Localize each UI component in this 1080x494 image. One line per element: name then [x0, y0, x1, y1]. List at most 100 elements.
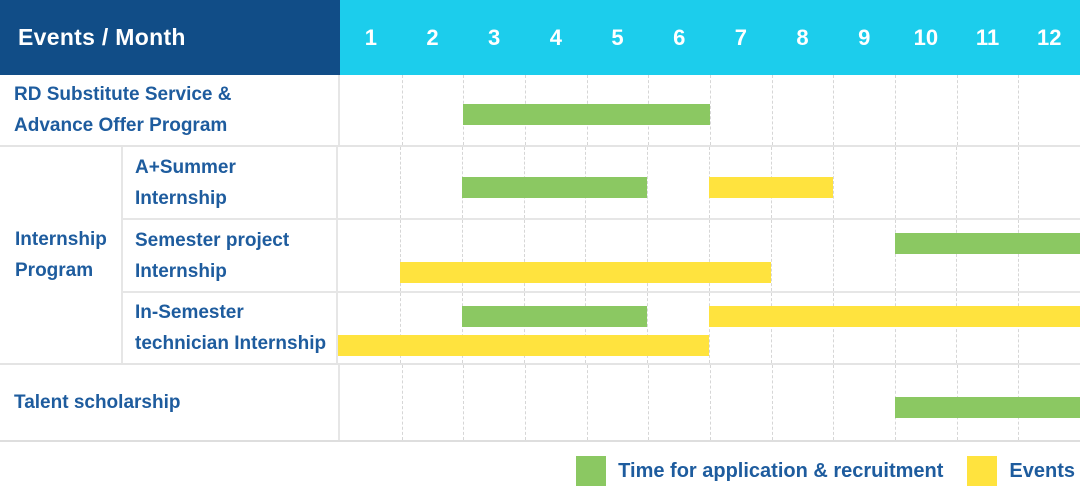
- row-label-talent-scholarship: Talent scholarship: [0, 365, 340, 440]
- month-gridline: [647, 147, 649, 218]
- month-gridline: [1018, 75, 1020, 145]
- month-gridline: [586, 365, 588, 440]
- month-gridline: [956, 147, 958, 218]
- gantt-bar-event: [709, 306, 1080, 327]
- month-gridline: [1018, 220, 1020, 291]
- row-label-line: technician Internship: [135, 333, 327, 354]
- table-row-in-semester-technician-internship: In-Semester technician Internship: [123, 293, 1080, 363]
- gantt-bar-event: [338, 335, 709, 356]
- chart-area-semester-project-internship: [338, 220, 1080, 291]
- month-gridline: [832, 220, 834, 291]
- month-gridline: [648, 365, 650, 440]
- month-gridline: [1018, 293, 1020, 363]
- row-label-line: In-Semester: [135, 302, 244, 323]
- month-gridline: [832, 293, 834, 363]
- month-gridline: [709, 293, 710, 363]
- month-gridline: [523, 220, 525, 291]
- chart-area-in-semester-technician-internship: [338, 293, 1080, 363]
- row-label-semester-project-internship: Semester project Internship: [123, 220, 338, 291]
- row-label-line: Talent scholarship: [14, 392, 181, 413]
- legend: Time for application & recruitment Event…: [576, 456, 1075, 486]
- month-gridline: [399, 293, 401, 363]
- month-gridline: [894, 220, 896, 291]
- month-gridline: [770, 293, 772, 363]
- month-header-row: 1 2 3 4 5 6 7 8 9 10 11 12: [340, 0, 1080, 75]
- month-header-9: 9: [858, 24, 871, 50]
- group-label-line: Internship: [15, 229, 107, 250]
- month-gridline: [894, 147, 896, 218]
- month-gridline: [585, 293, 587, 363]
- month-gridline: [525, 365, 526, 440]
- month-header-10: 10: [913, 24, 939, 50]
- legend-swatch-events: [967, 456, 998, 486]
- month-gridline: [647, 220, 649, 291]
- gantt-bar-recruitment: [461, 306, 648, 327]
- month-gridline: [710, 365, 711, 440]
- table-row-rd-substitute: RD Substitute Service & Advance Offer Pr…: [0, 75, 1080, 147]
- month-gridline: [770, 220, 772, 291]
- table-row-semester-project-internship: Semester project Internship: [123, 220, 1080, 293]
- month-gridline: [832, 147, 834, 218]
- month-gridline: [833, 365, 835, 440]
- row-label-line: Internship: [135, 187, 227, 209]
- month-gridline: [463, 365, 465, 440]
- gantt-bar-event: [709, 176, 833, 198]
- month-gridline: [894, 293, 896, 363]
- month-gridline: [956, 293, 958, 363]
- month-gridline: [956, 220, 958, 291]
- row-label-line: RD Substitute Service &: [14, 84, 232, 105]
- gantt-bar-event: [399, 262, 771, 283]
- chart-area-talent-scholarship: [340, 365, 1080, 440]
- month-gridline: [401, 75, 403, 145]
- month-gridline: [401, 365, 403, 440]
- row-label-line: Advance Offer Program: [14, 115, 228, 136]
- month-gridline: [956, 75, 958, 145]
- gantt-bar-recruitment: [463, 104, 710, 126]
- group-subrows: A+Summer Internship Semester project Int…: [123, 147, 1080, 363]
- month-gridline: [710, 75, 711, 145]
- month-gridline: [647, 293, 649, 363]
- legend-swatch-recruitment: [576, 456, 607, 486]
- month-gridline: [771, 75, 773, 145]
- row-label-a-summer-internship: A+Summer Internship: [123, 147, 338, 218]
- month-header-3: 3: [488, 24, 501, 50]
- gantt-bar-recruitment: [895, 396, 1080, 418]
- month-gridline: [895, 75, 896, 145]
- row-label-line: Internship: [135, 260, 227, 282]
- gantt-bar-recruitment: [894, 233, 1080, 254]
- row-label-in-semester-technician-internship: In-Semester technician Internship: [123, 293, 338, 363]
- month-header-6: 6: [673, 24, 686, 50]
- group-label-internship-program: Internship Program: [0, 147, 123, 363]
- month-gridline: [399, 220, 401, 291]
- month-gridline: [585, 220, 587, 291]
- month-gridline: [771, 365, 773, 440]
- row-label-line: Semester project: [135, 229, 290, 251]
- gantt-bar-recruitment: [461, 176, 648, 198]
- month-header-2: 2: [426, 24, 439, 50]
- month-header-5: 5: [611, 24, 624, 50]
- month-header-11: 11: [975, 24, 1000, 50]
- month-gridline: [523, 293, 525, 363]
- month-gridline: [461, 293, 463, 363]
- events-month-label: Events / Month: [18, 24, 186, 50]
- month-header-1: 1: [364, 24, 377, 50]
- table-row-a-summer-internship: A+Summer Internship: [123, 147, 1080, 220]
- table-row-talent-scholarship: Talent scholarship: [0, 365, 1080, 442]
- month-gridline: [1018, 147, 1020, 218]
- table-header-row: Events / Month 1 2 3 4 5 6 7 8 9 10 11 12: [0, 0, 1080, 75]
- month-gridline: [399, 147, 401, 218]
- table-group-internship-program: Internship Program A+Summer Internship S…: [0, 147, 1080, 365]
- month-gridline: [461, 220, 463, 291]
- month-header-4: 4: [549, 24, 562, 50]
- row-label-line: A+Summer: [135, 156, 236, 178]
- month-header-7: 7: [734, 24, 747, 50]
- group-label-line: Program: [15, 260, 94, 281]
- chart-area-a-summer-internship: [338, 147, 1080, 218]
- month-gridline: [709, 220, 710, 291]
- month-header-8: 8: [796, 24, 809, 50]
- events-month-header-cell: Events / Month: [0, 0, 340, 75]
- row-label-rd-substitute: RD Substitute Service & Advance Offer Pr…: [0, 75, 340, 145]
- month-header-12: 12: [1036, 24, 1062, 50]
- chart-area-rd-substitute: [340, 75, 1080, 145]
